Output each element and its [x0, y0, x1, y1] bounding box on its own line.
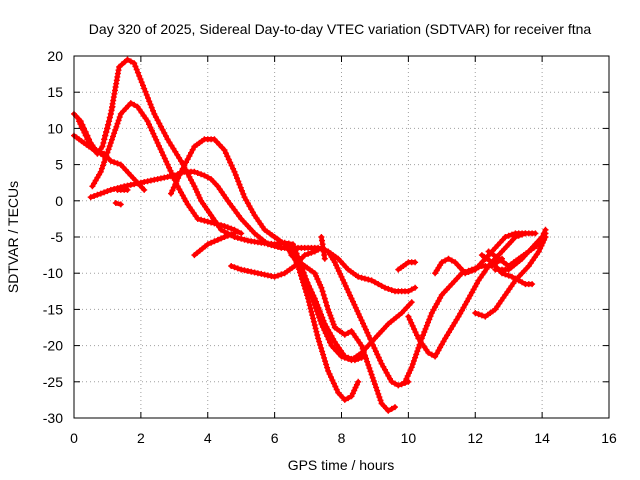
x-tick-label: 12: [467, 430, 483, 446]
plot-area: [71, 56, 549, 414]
series-sat-v: [492, 226, 549, 273]
chart-title: Day 320 of 2025, Sidereal Day-to-day VTE…: [89, 21, 592, 37]
y-tick-label: -25: [43, 374, 63, 390]
series-sat-h: [112, 200, 124, 208]
y-tick-label: 15: [47, 84, 63, 100]
x-tick-label: 8: [338, 430, 346, 446]
series-sat-a: [87, 168, 419, 295]
series-sat-q: [405, 230, 539, 360]
series-sat-j: [191, 230, 238, 259]
series-sat-p: [395, 259, 419, 273]
y-tick-label: 10: [47, 120, 63, 136]
series-sat-s: [472, 234, 549, 320]
series-markers: [76, 103, 116, 157]
series-sat-m: [288, 252, 398, 414]
y-tick-label: 5: [55, 157, 63, 173]
series-markers: [432, 230, 529, 277]
y-tick-label: -30: [43, 410, 63, 426]
series-markers: [112, 200, 124, 208]
x-tick-label: 4: [204, 430, 212, 446]
series-sat-k: [228, 244, 412, 389]
y-tick-label: 0: [55, 193, 63, 209]
series-markers: [191, 230, 238, 259]
series-markers: [114, 186, 131, 193]
series-markers: [318, 234, 328, 262]
x-tick-label: 10: [401, 430, 417, 446]
x-tick-label: 16: [601, 430, 617, 446]
series-sat-n: [318, 234, 328, 262]
series-sat-r: [432, 230, 529, 277]
grid: [74, 56, 609, 418]
x-tick-label: 6: [271, 430, 279, 446]
x-tick-label: 14: [534, 430, 550, 446]
x-axis-label: GPS time / hours: [288, 457, 395, 473]
y-tick-label: -5: [51, 229, 64, 245]
series-sat-f: [76, 103, 116, 157]
axes: 0 2 4 6 8 10 12 14 16 -30 -25 -20 -15 -10 -5 0 5 10 15 20: [43, 48, 617, 446]
y-tick-label: -15: [43, 301, 63, 317]
series-markers: [395, 259, 419, 273]
y-tick-label: 20: [47, 48, 63, 64]
series-markers: [288, 252, 398, 414]
x-tick-label: 2: [137, 430, 145, 446]
y-axis-label: SDTVAR / TECUs: [5, 181, 21, 293]
x-tick-label: 0: [70, 430, 78, 446]
y-tick-label: -10: [43, 265, 63, 281]
series-markers: [405, 230, 539, 360]
series-sat-g: [114, 186, 131, 193]
y-tick-label: -20: [43, 338, 63, 354]
series-markers: [285, 241, 362, 403]
series-markers: [492, 226, 549, 273]
series-sat-l: [285, 241, 362, 403]
series-markers: [228, 244, 412, 389]
